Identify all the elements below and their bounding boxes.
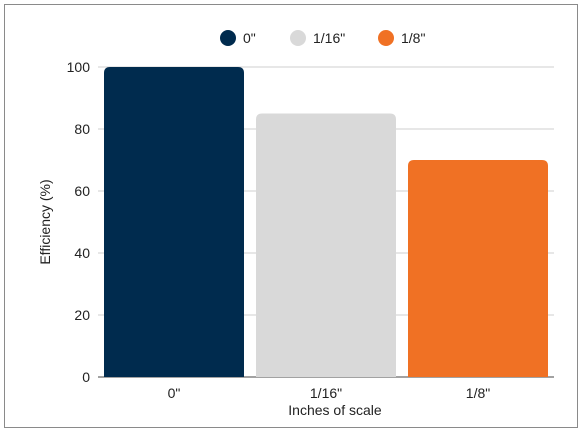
y-tick-label: 80 [74, 121, 90, 137]
bars [104, 67, 548, 377]
y-tick-label: 0 [82, 369, 90, 385]
y-tick-label: 100 [67, 59, 91, 75]
x-tick-label: 1/8" [466, 385, 490, 401]
x-tick-labels: 0" 1/16" 1/8" [168, 385, 491, 401]
legend-label: 1/8" [401, 30, 425, 46]
legend-swatch [220, 30, 236, 46]
y-tick-labels: 0 20 40 60 80 100 [67, 59, 91, 385]
y-axis-title: Efficiency (%) [37, 179, 53, 264]
y-tick-label: 60 [74, 183, 90, 199]
legend-item: 0" [220, 30, 256, 46]
legend-label: 0" [243, 30, 256, 46]
x-tick-label: 0" [168, 385, 181, 401]
legend: 0" 1/16" 1/8" [220, 30, 425, 46]
bar [104, 67, 244, 377]
y-tick-label: 40 [74, 245, 90, 261]
bar [256, 113, 396, 377]
legend-item: 1/8" [378, 30, 425, 46]
x-axis-title: Inches of scale [288, 402, 382, 418]
x-tick-label: 1/16" [310, 385, 342, 401]
legend-item: 1/16" [290, 30, 345, 46]
legend-swatch [378, 30, 394, 46]
y-tick-label: 20 [74, 307, 90, 323]
bar [408, 160, 548, 377]
legend-swatch [290, 30, 306, 46]
legend-label: 1/16" [313, 30, 345, 46]
